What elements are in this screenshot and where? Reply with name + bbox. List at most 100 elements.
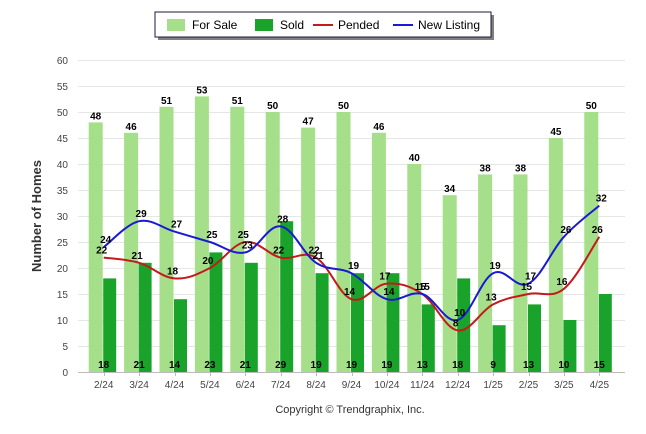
label-sold: 19	[346, 360, 358, 371]
label-for-sale: 51	[232, 96, 244, 107]
series-lines	[103, 204, 601, 332]
label-new-listing: 32	[596, 194, 608, 205]
label-new-listing: 17	[525, 272, 537, 283]
label-pended: 22	[96, 246, 108, 257]
label-pended: 17	[379, 272, 391, 283]
legend-label: New Listing	[418, 18, 480, 32]
label-for-sale: 46	[373, 122, 385, 133]
label-sold: 14	[169, 360, 181, 371]
y-tick-label: 40	[57, 160, 69, 171]
bar-for-sale	[442, 195, 457, 372]
label-sold: 19	[311, 360, 323, 371]
bar-for-sale	[194, 96, 209, 373]
bar-sold	[209, 252, 223, 372]
label-new-listing: 19	[490, 261, 502, 272]
label-new-listing: 27	[171, 220, 183, 231]
legend-swatch	[167, 19, 185, 31]
legend-label: Pended	[338, 18, 379, 32]
legend-swatch	[255, 19, 273, 31]
y-tick-label: 15	[57, 290, 69, 301]
line-new-listing	[103, 204, 600, 322]
label-for-sale: 38	[515, 163, 527, 174]
bar-for-sale	[159, 106, 174, 373]
bar-sold	[528, 304, 541, 372]
y-tick-label: 30	[57, 212, 69, 223]
bar-sold	[244, 262, 258, 372]
bar-for-sale	[478, 174, 493, 372]
legend-label: Sold	[280, 18, 304, 32]
y-axis-label: Number of Homes	[29, 160, 44, 272]
label-for-sale: 48	[90, 111, 102, 122]
bar-sold	[457, 278, 471, 372]
y-tick-label: 60	[57, 56, 69, 67]
label-pended: 22	[309, 246, 321, 257]
label-for-sale: 45	[550, 127, 562, 138]
label-sold: 13	[523, 360, 535, 371]
bar-for-sale	[407, 164, 422, 372]
x-tick-label: 4/25	[590, 380, 610, 391]
label-pended: 13	[486, 292, 498, 303]
y-tick-label: 35	[57, 186, 69, 197]
label-pended: 22	[273, 246, 285, 257]
y-tick-label: 5	[62, 342, 68, 353]
label-sold: 21	[240, 360, 252, 371]
y-tick-label: 25	[57, 238, 69, 249]
bar-for-sale	[548, 138, 563, 372]
label-for-sale: 38	[480, 163, 492, 174]
bar-sold	[174, 299, 187, 372]
y-tick-label: 10	[57, 316, 69, 327]
bar-for-sale	[371, 132, 386, 372]
label-new-listing: 25	[206, 230, 218, 241]
label-sold: 29	[275, 360, 287, 371]
bar-for-sale	[584, 112, 599, 372]
label-new-listing: 21	[313, 251, 325, 262]
bar-sold	[598, 294, 612, 372]
label-for-sale: 51	[161, 96, 173, 107]
y-tick-label: 55	[57, 82, 69, 93]
x-tick-label: 3/24	[129, 380, 149, 391]
x-tick-label: 2/24	[94, 380, 114, 391]
x-tick-label: 6/24	[236, 380, 256, 391]
label-pended: 16	[556, 277, 568, 288]
label-new-listing: 10	[454, 308, 466, 319]
bar-for-sale	[88, 122, 103, 373]
legend-box	[154, 11, 492, 38]
label-new-listing: 26	[560, 225, 572, 236]
bar-for-sale	[265, 112, 280, 372]
label-pended: 21	[132, 251, 144, 262]
bar-sold	[492, 325, 506, 372]
label-new-listing: 14	[383, 287, 395, 298]
x-tick-label: 10/24	[374, 380, 399, 391]
label-for-sale: 53	[196, 85, 208, 96]
label-for-sale: 47	[303, 117, 315, 128]
legend-label: For Sale	[192, 18, 238, 32]
label-pended: 15	[415, 282, 427, 293]
bar-for-sale	[301, 127, 316, 372]
x-tick-label: 8/24	[306, 380, 326, 391]
y-axis-ticks: 0 5 10 15 20 25 30 35 40 45 50 55 60	[57, 56, 69, 379]
x-tick-label: 12/24	[445, 380, 470, 391]
label-pended: 8	[453, 318, 459, 329]
x-axis-ticks: 2/24 3/24 4/24 5/24 6/24 7/24 8/24 9/24 10/24 11/…	[94, 372, 610, 391]
label-for-sale: 50	[267, 101, 279, 112]
label-sold: 18	[98, 360, 110, 371]
bar-sold	[138, 262, 152, 372]
line-pended	[103, 236, 601, 332]
bar-for-sale	[230, 106, 245, 373]
label-sold: 10	[558, 360, 570, 371]
label-new-listing: 15	[419, 282, 431, 293]
label-pended: 18	[167, 266, 179, 277]
y-tick-label: 50	[57, 108, 69, 119]
legend: For Sale Sold Pended New Listing	[154, 11, 494, 40]
x-tick-label: 5/24	[200, 380, 220, 391]
label-sold: 19	[381, 360, 393, 371]
data-labels: 4818222446212129511418275323202551212523…	[90, 85, 607, 371]
label-for-sale: 34	[444, 184, 456, 195]
bar-sold	[280, 221, 294, 372]
x-tick-label: 7/24	[271, 380, 291, 391]
bar-sold	[103, 278, 117, 372]
bar-for-sale	[336, 112, 351, 372]
label-pended: 15	[521, 282, 533, 293]
bar-sold	[386, 273, 400, 372]
